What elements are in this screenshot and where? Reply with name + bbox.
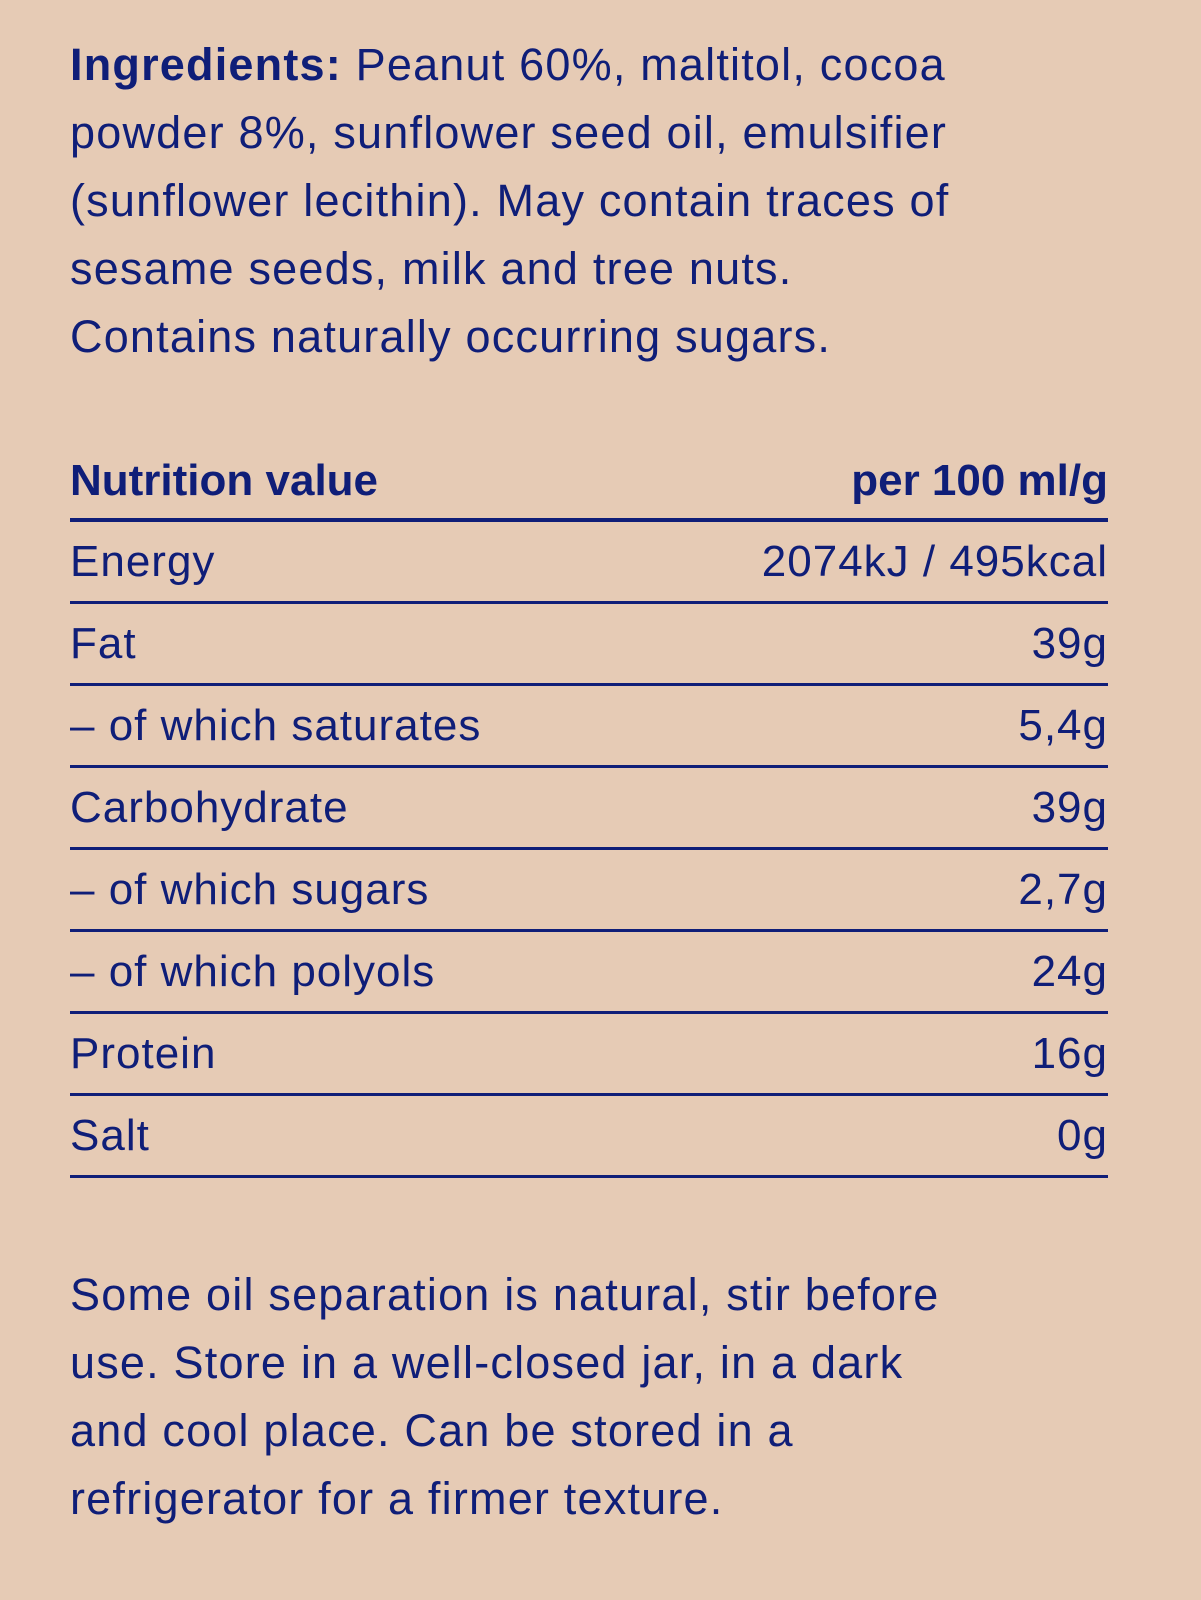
nutrient-name: – of which polyols <box>70 946 436 996</box>
nutrient-name: Energy <box>70 536 216 586</box>
nutrient-value: 0g <box>1057 1110 1108 1160</box>
storage-line: and cool place. Can be stored in a <box>70 1405 794 1456</box>
ingredients-text: Ingredients: Peanut 60%, maltitol, cocoa… <box>70 31 1130 371</box>
nutrient-value: 5,4g <box>1018 700 1108 750</box>
nutrient-name: Protein <box>70 1028 217 1078</box>
nutrition-table: Nutrition value per 100 ml/g Energy 2074k… <box>70 444 1108 1178</box>
table-row: Carbohydrate 39g <box>70 768 1108 850</box>
nutrient-value: 39g <box>1031 618 1108 668</box>
nutrient-value: 24g <box>1031 946 1108 996</box>
nutrient-name: Carbohydrate <box>70 782 349 832</box>
header-nutrition-value: Nutrition value <box>70 456 379 505</box>
storage-instructions: Some oil separation is natural, stir bef… <box>70 1261 1130 1533</box>
nutrient-value: 2074kJ / 495kcal <box>761 536 1108 586</box>
nutrient-name: – of which saturates <box>70 700 482 750</box>
table-row: Energy 2074kJ / 495kcal <box>70 522 1108 604</box>
ingredients-line: (sunflower lecithin). May contain traces… <box>70 175 950 226</box>
nutrient-value: 16g <box>1031 1028 1108 1078</box>
table-row: – of which saturates 5,4g <box>70 686 1108 768</box>
table-row: Salt 0g <box>70 1096 1108 1178</box>
table-row: Protein 16g <box>70 1014 1108 1096</box>
nutrient-name: Fat <box>70 618 137 668</box>
ingredients-line: Peanut 60%, maltitol, cocoa <box>341 39 946 90</box>
table-row: – of which sugars 2,7g <box>70 850 1108 932</box>
ingredients-line: powder 8%, sunflower seed oil, emulsifie… <box>70 107 948 158</box>
table-row: Fat 39g <box>70 604 1108 686</box>
storage-line: use. Store in a well-closed jar, in a da… <box>70 1337 904 1388</box>
nutrient-value: 39g <box>1031 782 1108 832</box>
nutrient-name: Salt <box>70 1110 150 1160</box>
nutrition-table-header: Nutrition value per 100 ml/g <box>70 444 1108 522</box>
header-per-100: per 100 ml/g <box>851 456 1108 505</box>
nutrient-value: 2,7g <box>1018 864 1108 914</box>
ingredients-label: Ingredients: <box>70 39 342 90</box>
storage-line: refrigerator for a firmer texture. <box>70 1473 724 1524</box>
ingredients-line: Contains naturally occurring sugars. <box>70 311 832 362</box>
nutrient-name: – of which sugars <box>70 864 430 914</box>
storage-line: Some oil separation is natural, stir bef… <box>70 1269 940 1320</box>
ingredients-line: sesame seeds, milk and tree nuts. <box>70 243 793 294</box>
table-row: – of which polyols 24g <box>70 932 1108 1014</box>
